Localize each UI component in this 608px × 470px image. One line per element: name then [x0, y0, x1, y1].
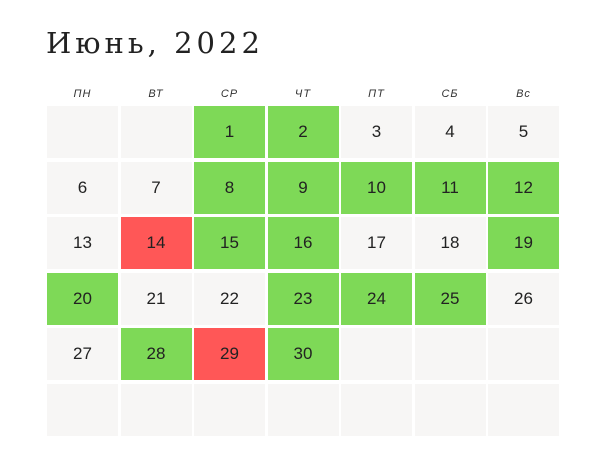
day-cell — [488, 384, 559, 436]
day-cell — [341, 384, 412, 436]
day-cell — [120, 106, 192, 158]
day-cell: 26 — [488, 272, 559, 325]
day-cell: 11 — [414, 161, 486, 214]
day-cell: 8 — [194, 161, 265, 214]
weekday-label: ПТ — [368, 88, 385, 100]
day-cell: 10 — [341, 161, 412, 214]
day-cell: 23 — [267, 272, 339, 325]
day-cell: 2 — [267, 106, 339, 158]
day-cell — [488, 328, 559, 381]
day-cell — [267, 384, 339, 436]
day-cell: 25 — [414, 272, 486, 325]
weekday-label: СР — [220, 88, 239, 100]
day-cell: 20 — [47, 272, 118, 325]
day-cell: 9 — [267, 161, 339, 214]
day-cell: 18 — [414, 217, 486, 270]
day-cell: 5 — [488, 106, 559, 158]
day-cell — [47, 384, 118, 436]
day-cell: 17 — [341, 217, 412, 270]
day-cell: 29 — [194, 328, 265, 381]
day-cell: 6 — [47, 161, 118, 214]
day-cell: 12 — [488, 161, 559, 214]
weekday-label: СБ — [441, 88, 459, 100]
day-cell: 7 — [120, 161, 192, 214]
title: Июнь, 2022 — [46, 26, 264, 60]
day-cell: 3 — [341, 106, 412, 158]
day-cell: 22 — [194, 272, 265, 325]
day-cell: 19 — [488, 217, 559, 270]
day-cell: 16 — [267, 217, 339, 270]
day-cell — [341, 328, 412, 381]
day-cell: 27 — [47, 328, 118, 381]
day-cell: 30 — [267, 328, 339, 381]
day-cell: 21 — [120, 272, 192, 325]
day-cell: 1 — [194, 106, 265, 158]
day-cell: 15 — [194, 217, 265, 270]
day-cell: 14 — [120, 217, 192, 270]
weekday-label: ЧТ — [294, 88, 312, 100]
day-cell — [194, 384, 265, 436]
day-cell: 13 — [47, 217, 118, 270]
day-cell — [47, 106, 118, 158]
weekday-label: ПН — [73, 88, 92, 100]
day-cell: 4 — [414, 106, 486, 158]
weekday-label: ВТ — [148, 88, 164, 100]
day-cell — [120, 384, 192, 436]
day-cell — [414, 384, 486, 436]
weekday-label: Вс — [516, 88, 531, 100]
day-cell — [414, 328, 486, 381]
day-cell: 28 — [120, 328, 192, 381]
day-cell: 24 — [341, 272, 412, 325]
